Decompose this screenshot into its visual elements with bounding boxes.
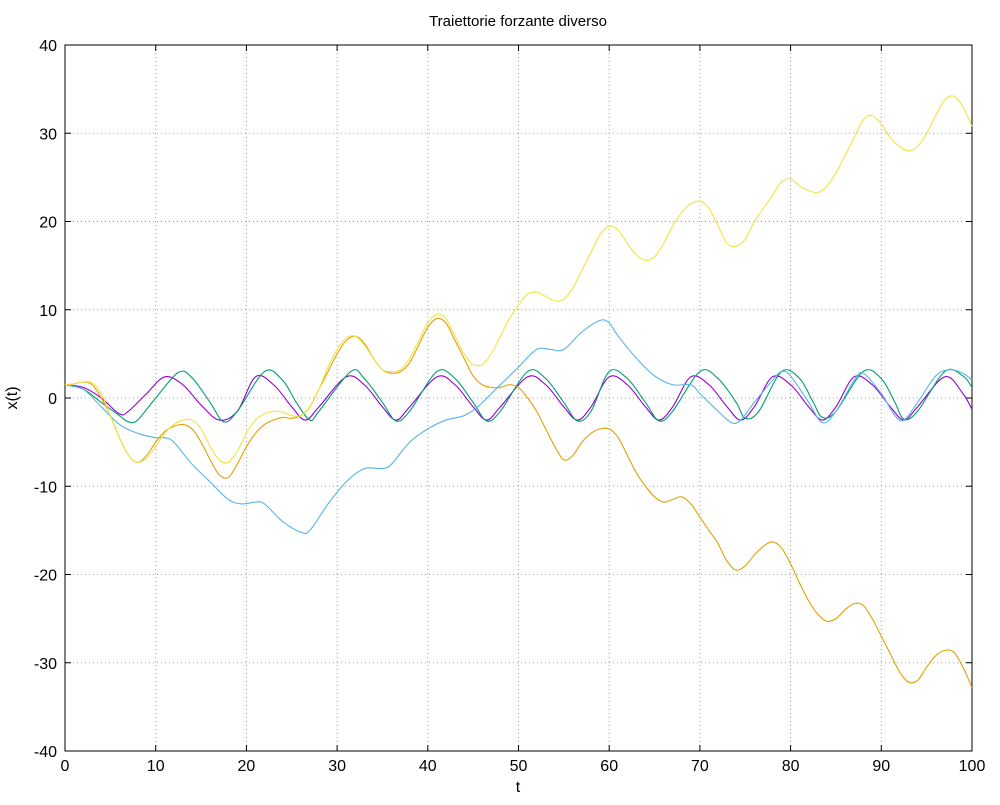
series-line-3 <box>64 319 973 535</box>
x-tick-label: 70 <box>691 758 709 775</box>
x-tick-label: 0 <box>61 758 70 775</box>
x-tick-label: 20 <box>238 758 256 775</box>
y-tick-label: 20 <box>39 215 57 232</box>
grid <box>65 45 972 751</box>
x-tick-label: 90 <box>872 758 890 775</box>
x-tick-label: 60 <box>600 758 618 775</box>
x-tick-label: 50 <box>510 758 528 775</box>
series-line-4 <box>64 317 973 688</box>
y-tick-label: -40 <box>34 744 57 761</box>
y-tick-label: 0 <box>48 391 57 408</box>
series-line-2 <box>64 368 973 424</box>
y-tick-label: -30 <box>34 656 57 673</box>
y-tick-label: 40 <box>39 38 57 55</box>
chart-title: Traiettorie forzante diverso <box>429 13 607 30</box>
x-tick-label: 100 <box>959 758 986 775</box>
x-tick-label: 80 <box>782 758 800 775</box>
x-axis-title: t <box>516 779 521 796</box>
y-tick-label: 30 <box>39 126 57 143</box>
y-axis-title: x(t) <box>4 386 21 409</box>
x-tick-label: 30 <box>328 758 346 775</box>
series-line-1 <box>64 374 973 421</box>
y-tick-label: -20 <box>34 568 57 585</box>
x-tick-label: 10 <box>147 758 165 775</box>
axis-ticks: 0 10 20 30 40 50 60 70 80 90 100 -40 -30 -20 -10 0 10 20 3… <box>34 38 986 775</box>
series-line-5 <box>64 95 973 464</box>
y-tick-label: 10 <box>39 303 57 320</box>
y-tick-label: -10 <box>34 479 57 496</box>
series-group <box>64 95 973 688</box>
x-tick-label: 40 <box>419 758 437 775</box>
